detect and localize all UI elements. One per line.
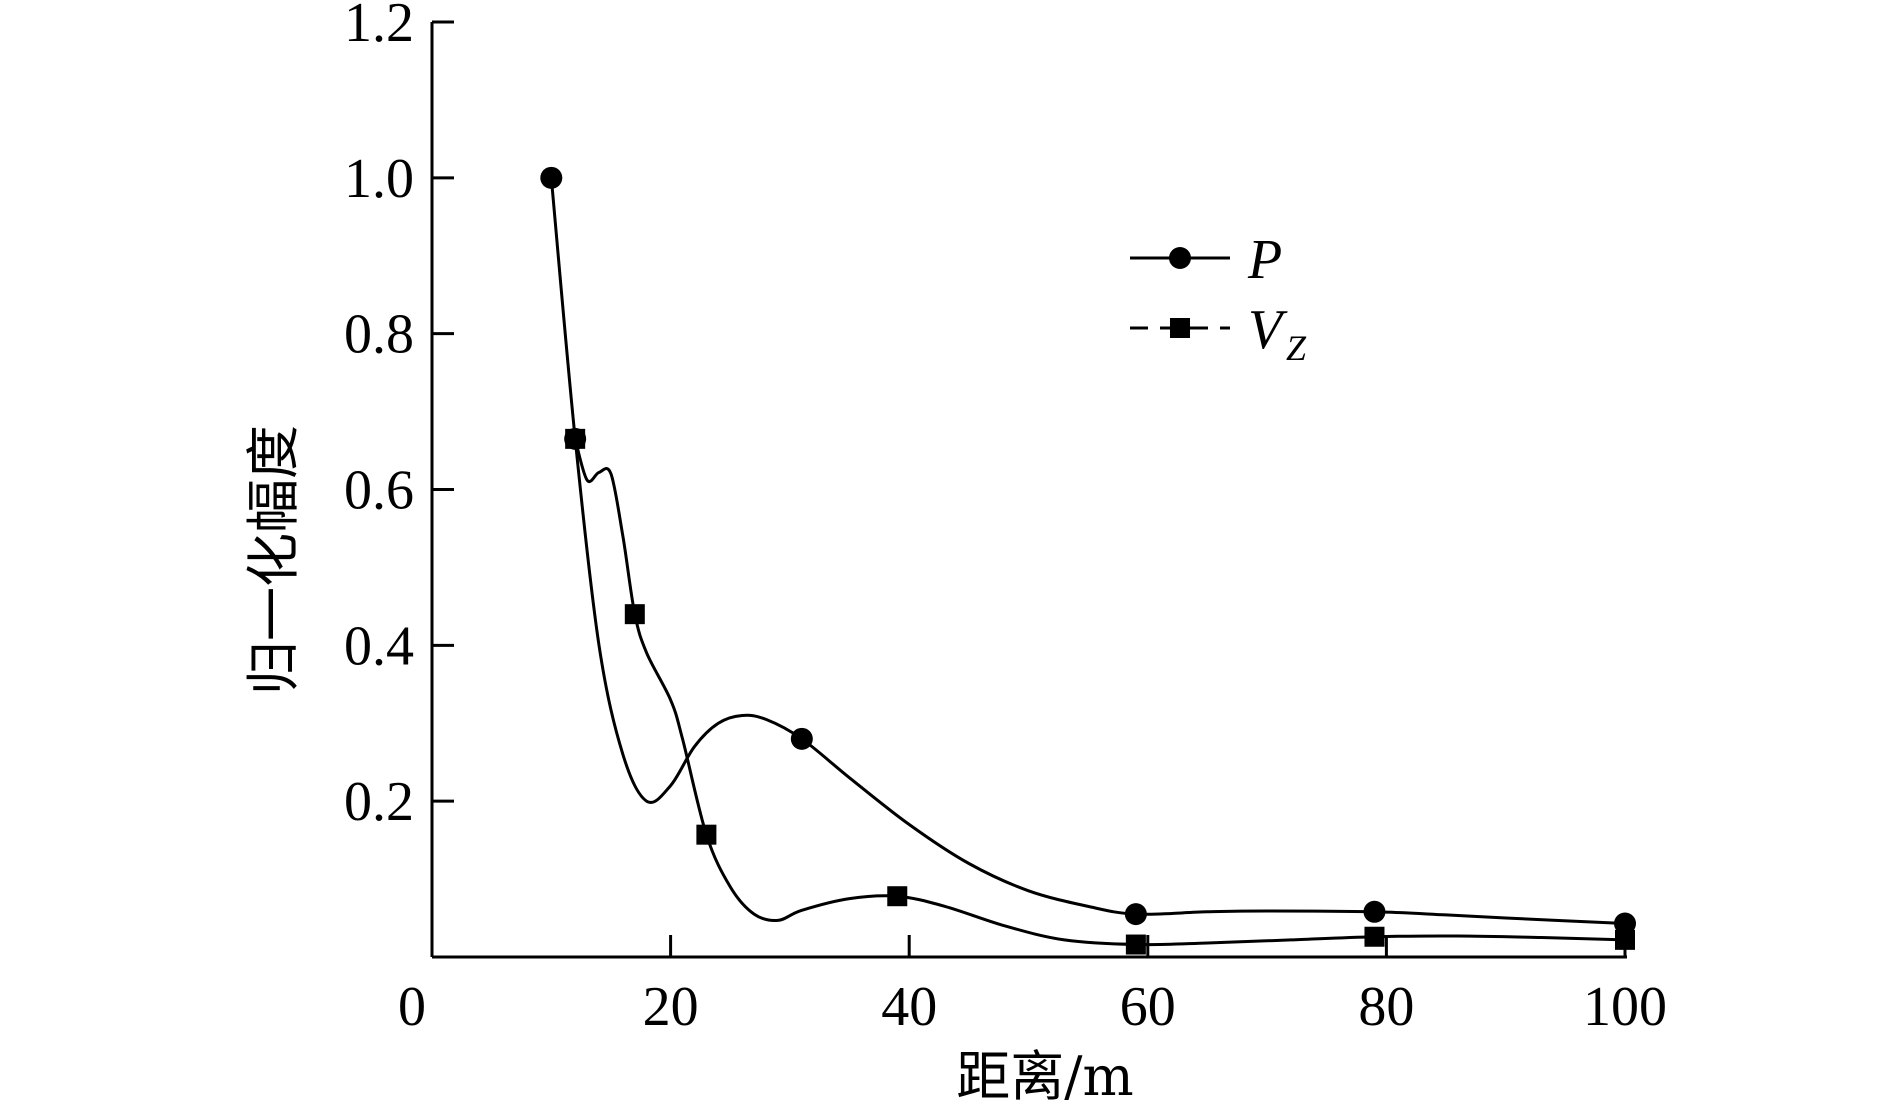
- data-point-square: [624, 604, 645, 625]
- legend-entry: P: [1130, 229, 1282, 291]
- y-tick-label: 0.4: [344, 615, 414, 677]
- data-point-circle: [1614, 912, 1636, 935]
- data-point-square: [565, 428, 586, 449]
- legend: PV Z: [1130, 229, 1307, 368]
- legend-label: V: [1248, 299, 1288, 361]
- y-axis-title: 归一化幅度: [242, 425, 305, 695]
- legend-label-subscript: Z: [1286, 328, 1307, 368]
- ticks: 0 20 40 60 80 100 0.2 0.4 0.6 0.8 1.0 1.2: [344, 0, 1667, 1038]
- data-point-square: [1125, 934, 1146, 955]
- data-point-circle: [1363, 900, 1386, 923]
- data-point-square: [1615, 929, 1635, 950]
- data-point-circle: [540, 166, 563, 189]
- y-tick-label: 0.2: [344, 771, 414, 833]
- axes: [430, 22, 1627, 959]
- legend-marker: [1169, 247, 1191, 269]
- data-point-square: [696, 824, 717, 845]
- x-tick-label: 40: [881, 976, 937, 1038]
- series-p: [540, 166, 1636, 935]
- data-point-circle: [790, 727, 813, 750]
- y-tick-label: 1.0: [344, 148, 414, 210]
- x-tick-label: 100: [1583, 976, 1667, 1038]
- legend-label: P: [1247, 229, 1282, 291]
- series-line: [549, 177, 1626, 925]
- data-point-circle: [1124, 903, 1147, 926]
- series-layer: [540, 166, 1636, 955]
- x-tick-label: 80: [1358, 976, 1414, 1038]
- y-tick-label: 0.6: [344, 460, 414, 522]
- x-tick-label: 0: [398, 976, 426, 1038]
- y-tick-label: 0.8: [344, 304, 414, 366]
- y-tick-label: 1.2: [344, 0, 414, 54]
- legend-marker: [1170, 318, 1190, 338]
- series-line: [573, 438, 1626, 947]
- series-vz: [565, 428, 1635, 955]
- data-point-square: [1364, 926, 1385, 947]
- x-tick-label: 20: [643, 976, 699, 1038]
- data-point-square: [887, 886, 908, 907]
- x-tick-label: 60: [1120, 976, 1176, 1038]
- x-axis-title: 距离/m: [956, 1045, 1133, 1108]
